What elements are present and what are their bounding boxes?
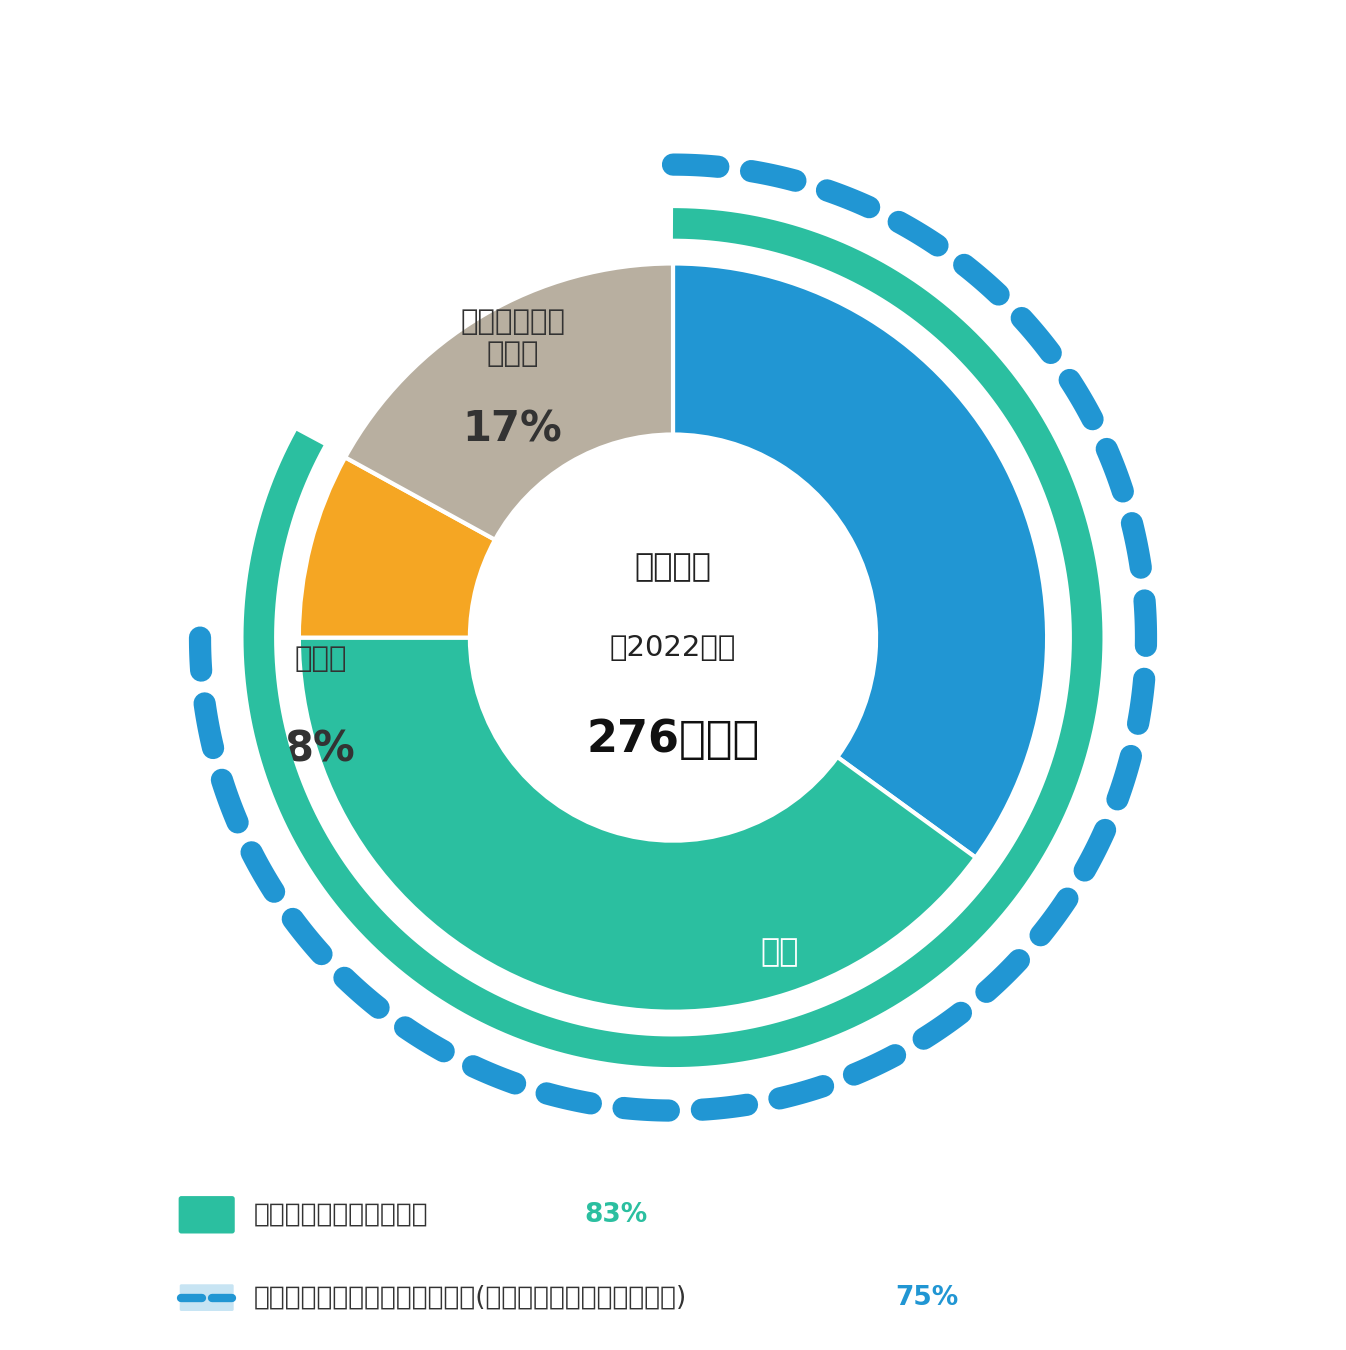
Text: 35%: 35% (1036, 514, 1143, 558)
Text: 276万トン: 276万トン (587, 718, 759, 760)
Wedge shape (299, 637, 976, 1011)
Text: 管理の仕組みがある漁業: 管理の仕組みがある漁業 (253, 1202, 428, 1227)
Text: 17%: 17% (463, 408, 563, 450)
Text: 優れた管理: 優れた管理 (1042, 429, 1137, 460)
Text: 40%: 40% (727, 1022, 833, 1065)
Text: 75%: 75% (895, 1285, 958, 1311)
Wedge shape (345, 263, 673, 540)
Text: 適切に管理維持されている資源(「優れた管理」、「管理」): 適切に管理維持されている資源(「優れた管理」、「管理」) (253, 1285, 686, 1311)
FancyBboxPatch shape (180, 1284, 234, 1311)
Text: （2022年）: （2022年） (610, 634, 736, 663)
Wedge shape (299, 458, 495, 637)
Text: 要改善: 要改善 (293, 645, 346, 672)
FancyBboxPatch shape (179, 1196, 234, 1234)
Text: 調達総量: 調達総量 (634, 552, 712, 583)
Wedge shape (673, 263, 1047, 857)
Text: 8%: 8% (285, 729, 355, 771)
Text: 83%: 83% (584, 1202, 647, 1227)
Text: 管理: 管理 (760, 937, 800, 968)
Text: プロフィール
未登録: プロフィール 未登録 (460, 308, 565, 369)
Circle shape (470, 435, 876, 841)
